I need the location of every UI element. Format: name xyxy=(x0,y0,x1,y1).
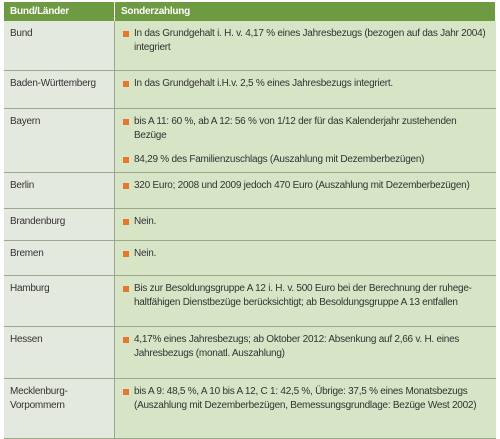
item-text: bis A 9: 48,5 %, A 10 bis A 12, C 1: 42,… xyxy=(134,386,477,411)
content-cell: 320 Euro; 2008 und 2009 jedoch 470 Euro … xyxy=(115,173,496,208)
table-row: Brandenburg Nein. xyxy=(4,209,496,241)
table-row: Baden-Württemberg In das Grundgehalt i.H.… xyxy=(4,71,496,109)
table-row: Mecklenburg-Vorpommern bis A 9: 48,5 %, A… xyxy=(4,379,496,439)
table-row: Bayern bis A 11: 60 %, ab A 12: 56 % von … xyxy=(4,109,496,173)
bullet-icon xyxy=(123,219,129,225)
content-cell: In das Grundgehalt i. H. v. 4,17 % eines… xyxy=(115,21,496,70)
list-item: Nein. xyxy=(123,247,488,261)
item-text: In das Grundgehalt i.H.v. 2,5 % eines Ja… xyxy=(134,78,393,89)
land-cell: Brandenburg xyxy=(4,209,115,240)
table: Bund/Länder Sonderzahlung Bund In das Gru… xyxy=(4,2,496,439)
land-cell: Hamburg xyxy=(4,276,115,326)
table-row: Hessen 4,17% eines Jahresbezugs; ab Oktob… xyxy=(4,327,496,379)
land-cell: Bremen xyxy=(4,241,115,275)
item-text: bis A 11: 60 %, ab A 12: 56 % von 1/12 d… xyxy=(134,116,457,141)
content-cell: Nein. xyxy=(115,209,496,240)
list-item: Nein. xyxy=(123,215,488,229)
item-text: 320 Euro; 2008 und 2009 jedoch 470 Euro … xyxy=(134,180,470,191)
header-row: Bund/Länder Sonderzahlung xyxy=(4,2,496,21)
item-text: Nein. xyxy=(134,248,157,259)
item-text: In das Grundgehalt i. H. v. 4,17 % eines… xyxy=(134,28,486,53)
item-text: 4,17% eines Jahresbezugs; ab Oktober 201… xyxy=(134,334,460,359)
bullet-icon xyxy=(123,157,129,163)
bullet-icon xyxy=(123,286,129,292)
content-cell: Nein. xyxy=(115,241,496,275)
bullet-icon xyxy=(123,183,129,189)
content-cell: Bis zur Besoldungsgruppe A 12 i. H. v. 5… xyxy=(115,276,496,326)
header-cell: Sonderzahlung xyxy=(115,2,496,21)
list-item: 320 Euro; 2008 und 2009 jedoch 470 Euro … xyxy=(123,179,488,193)
land-cell: Hessen xyxy=(4,327,115,378)
table-row: Bremen Nein. xyxy=(4,241,496,276)
content-cell: 4,17% eines Jahresbezugs; ab Oktober 201… xyxy=(115,327,496,378)
list-item: bis A 9: 48,5 %, A 10 bis A 12, C 1: 42,… xyxy=(123,385,488,413)
header-cell: Bund/Länder xyxy=(4,2,115,21)
item-text: Nein. xyxy=(134,216,157,227)
list-item: In das Grundgehalt i.H.v. 2,5 % eines Ja… xyxy=(123,77,488,91)
list-item: 4,17% eines Jahresbezugs; ab Oktober 201… xyxy=(123,333,488,361)
list-item: bis A 11: 60 %, ab A 12: 56 % von 1/12 d… xyxy=(123,115,488,143)
content-cell: In das Grundgehalt i.H.v. 2,5 % eines Ja… xyxy=(115,71,496,108)
bullet-icon xyxy=(123,389,129,395)
bullet-icon xyxy=(123,251,129,257)
land-cell: Berlin xyxy=(4,173,115,208)
item-text: 84,29 % des Familienzuschlags (Auszahlun… xyxy=(134,154,425,165)
bullet-icon xyxy=(123,119,129,125)
table-row: Berlin 320 Euro; 2008 und 2009 jedoch 470… xyxy=(4,173,496,209)
bullet-icon xyxy=(123,31,129,37)
land-cell: Bayern xyxy=(4,109,115,172)
list-item: 84,29 % des Familienzuschlags (Auszahlun… xyxy=(123,153,488,167)
content-cell: bis A 11: 60 %, ab A 12: 56 % von 1/12 d… xyxy=(115,109,496,172)
content-cell: bis A 9: 48,5 %, A 10 bis A 12, C 1: 42,… xyxy=(115,379,496,438)
bullet-icon xyxy=(123,81,129,87)
list-item: In das Grundgehalt i. H. v. 4,17 % eines… xyxy=(123,27,488,55)
table-row: Hamburg Bis zur Besoldungsgruppe A 12 i. … xyxy=(4,276,496,327)
table-row: Bund In das Grundgehalt i. H. v. 4,17 % e… xyxy=(4,21,496,71)
land-cell: Baden-Württemberg xyxy=(4,71,115,108)
land-cell: Mecklenburg-Vorpommern xyxy=(4,379,115,438)
item-text: Bis zur Besoldungsgruppe A 12 i. H. v. 5… xyxy=(134,283,472,308)
list-item: Bis zur Besoldungsgruppe A 12 i. H. v. 5… xyxy=(123,282,488,310)
land-cell: Bund xyxy=(4,21,115,70)
bullet-icon xyxy=(123,337,129,343)
